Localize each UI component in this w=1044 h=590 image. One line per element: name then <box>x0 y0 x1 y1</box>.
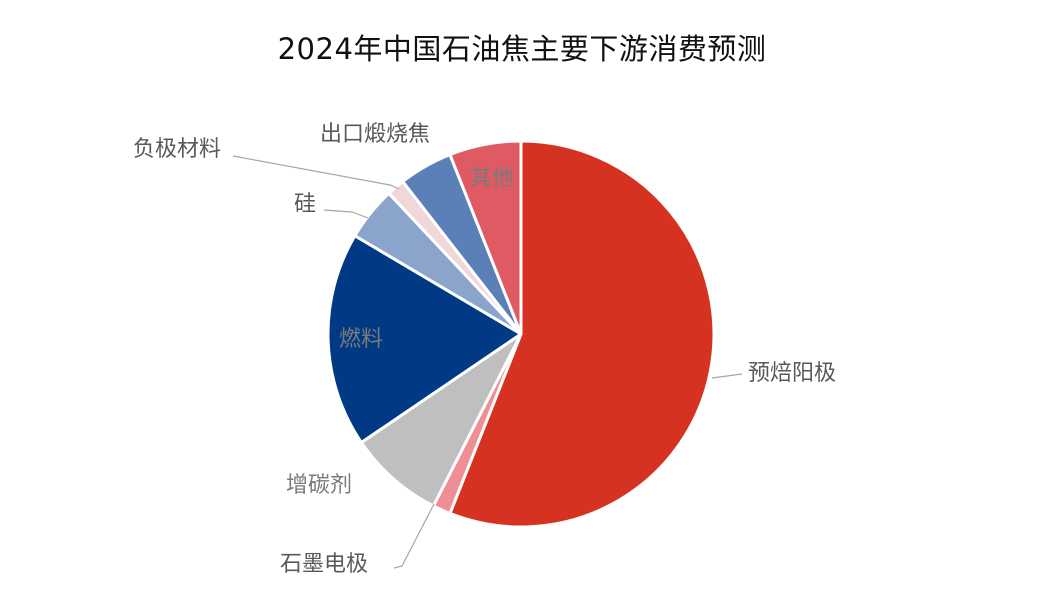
leader-lines <box>232 155 743 569</box>
chart-title: 2024年中国石油焦主要下游消费预测 <box>277 32 767 66</box>
pie-slice-1 <box>448 139 716 529</box>
pie-slice-8 <box>448 139 523 336</box>
leader-line-6 <box>232 155 400 190</box>
pie-slice-4 <box>326 234 523 444</box>
pie-slices <box>326 139 716 529</box>
pie-slice-3 <box>359 332 523 508</box>
leader-line-5 <box>323 209 369 219</box>
leader-line-2 <box>393 503 435 569</box>
leader-line-1 <box>711 373 743 379</box>
slice-label-8: 其他 <box>470 166 514 191</box>
slice-label-1: 预焙阳极 <box>748 361 836 386</box>
slice-label-5: 硅 <box>294 192 316 217</box>
slice-label-6: 负极材料 <box>133 137 221 162</box>
slice-label-7: 出口煅烧焦 <box>320 122 430 147</box>
slice-label-4: 燃料 <box>339 327 383 352</box>
slice-label-2: 石墨电极 <box>280 552 368 577</box>
slice-label-3: 增碳剂 <box>286 473 352 498</box>
